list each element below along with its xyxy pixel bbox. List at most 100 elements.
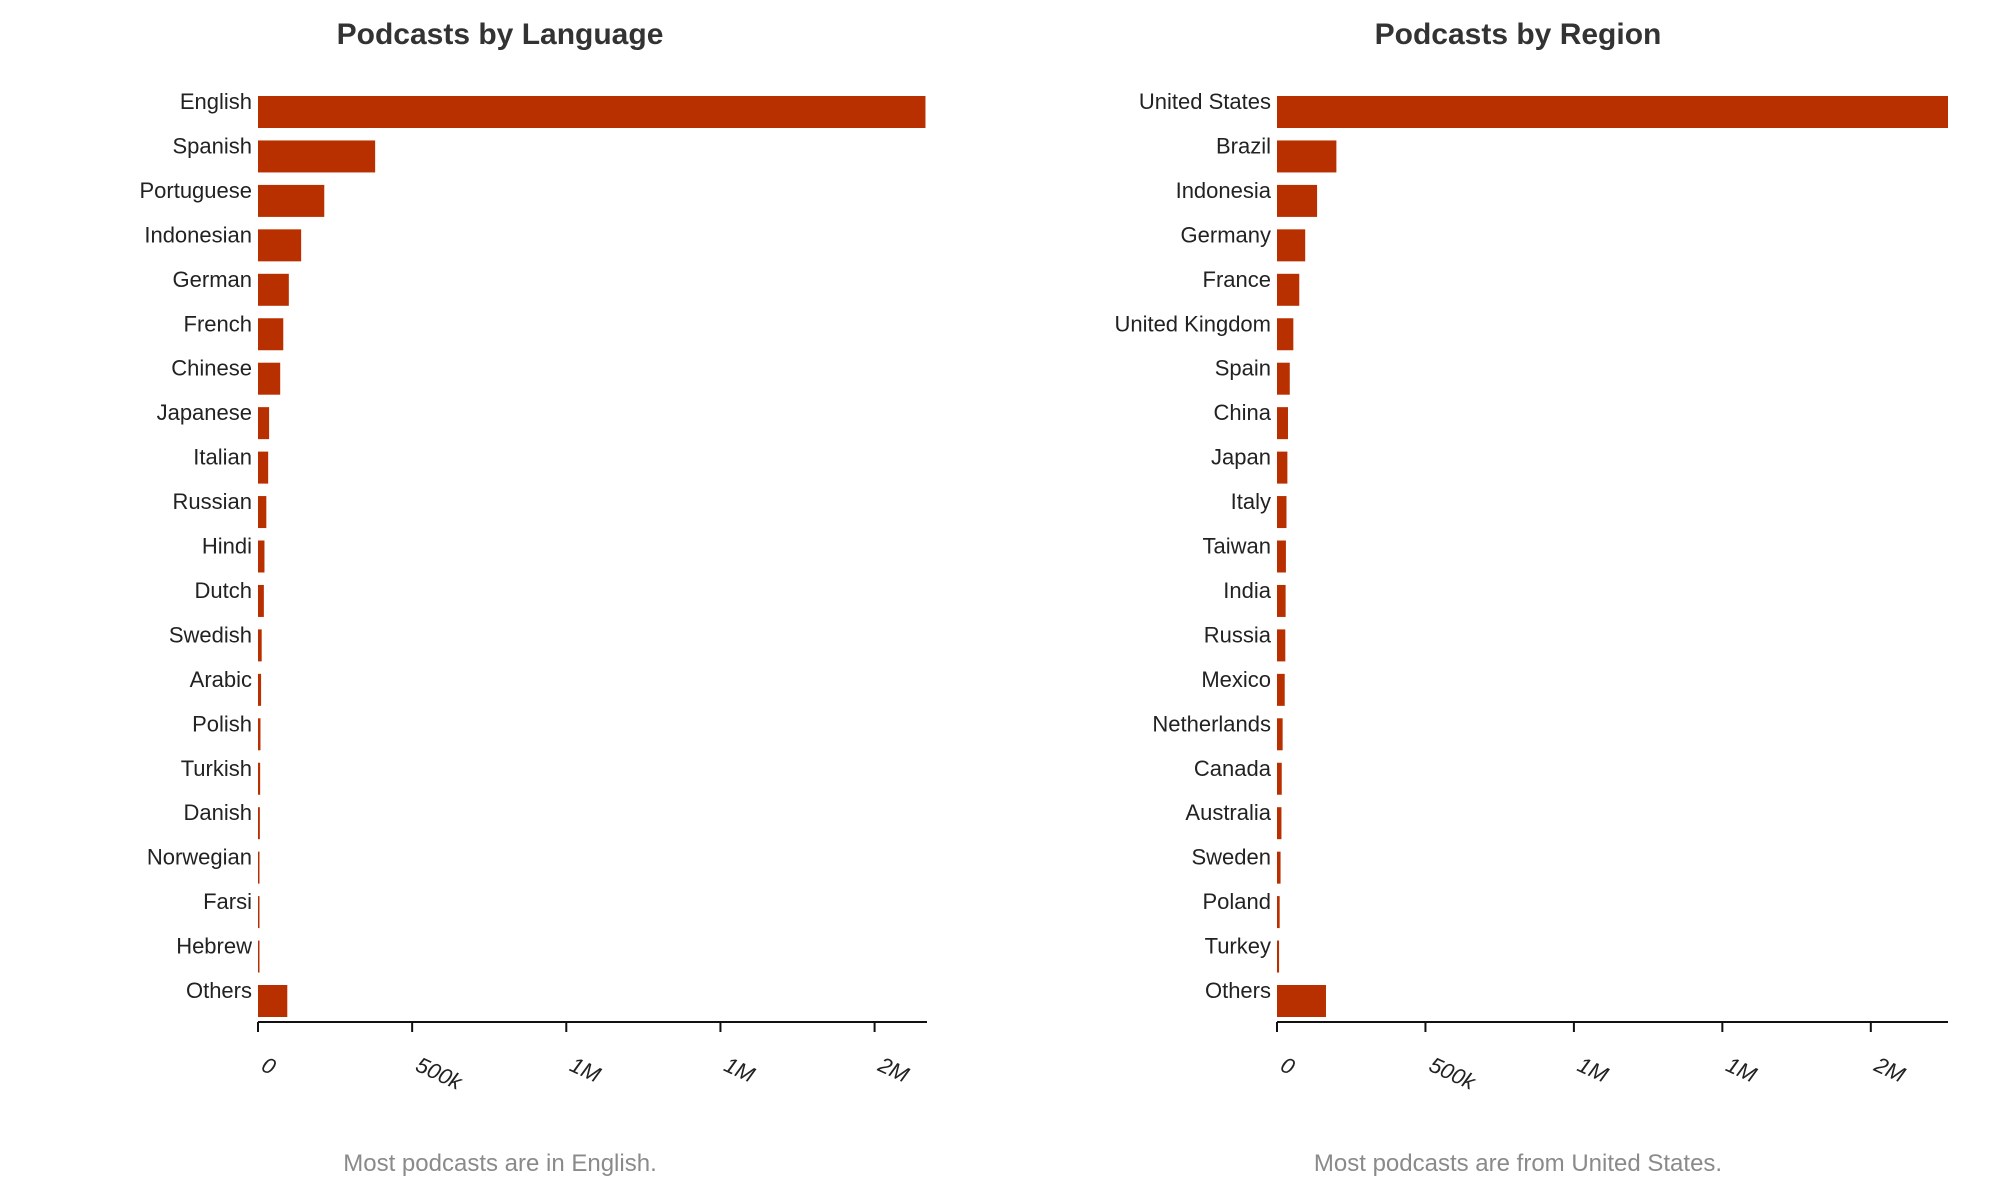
category-label: Swedish xyxy=(169,622,252,647)
bar-portuguese xyxy=(258,184,325,217)
category-label: Poland xyxy=(1202,889,1271,914)
category-label: Spain xyxy=(1215,356,1271,381)
category-label: India xyxy=(1223,578,1271,603)
category-label: Norwegian xyxy=(147,845,252,870)
bar-turkish xyxy=(258,762,261,795)
category-label: Japanese xyxy=(157,400,252,425)
category-label: Mexico xyxy=(1201,667,1271,692)
category-label: Australia xyxy=(1185,800,1271,825)
category-label: Taiwan xyxy=(1203,534,1271,559)
category-label: France xyxy=(1203,267,1271,292)
bar-others xyxy=(1277,985,1326,1017)
x-tick-label: 1M xyxy=(1722,1052,1761,1088)
x-ticks-group: 0 500k 1M 1M 2M xyxy=(257,1022,914,1095)
bar-united-states xyxy=(1277,96,1948,128)
category-label: Turkey xyxy=(1205,934,1271,959)
x-tick-label: 1M xyxy=(720,1052,759,1088)
bar-spanish xyxy=(258,140,376,173)
category-label: Chinese xyxy=(171,356,252,381)
bar-german xyxy=(258,273,289,306)
category-labels-group: English Spanish Portuguese Indonesian German… xyxy=(139,89,252,1003)
category-label: Hebrew xyxy=(176,934,252,959)
category-label: Spanish xyxy=(172,133,252,158)
bar-russian xyxy=(258,496,267,529)
category-label: German xyxy=(173,267,252,292)
bar-canada xyxy=(1277,762,1282,795)
bar-dutch xyxy=(258,584,264,617)
x-tick-label: 0 xyxy=(1277,1052,1299,1080)
category-label: Germany xyxy=(1181,222,1271,247)
bar-norwegian xyxy=(258,851,260,884)
category-label: Portuguese xyxy=(139,178,252,203)
bar-indonesia xyxy=(1277,184,1318,217)
bar-arabic xyxy=(258,673,262,706)
category-label: Indonesia xyxy=(1176,178,1272,203)
category-label: Polish xyxy=(192,711,252,736)
x-tick-label: 2M xyxy=(1870,1051,1910,1087)
chart-title: Podcasts by Region xyxy=(1375,18,1662,51)
bar-italy xyxy=(1277,496,1287,529)
x-ticks-group: 0 500k 1M 1M 2M xyxy=(1276,1022,1910,1095)
category-label: United States xyxy=(1139,89,1271,114)
category-label: Danish xyxy=(184,800,252,825)
language-chart: Podcasts by Language English Spanish Portu… xyxy=(139,18,927,1177)
x-tick-label: 0 xyxy=(258,1052,280,1080)
category-label: Brazil xyxy=(1216,133,1271,158)
bar-spain xyxy=(1277,362,1290,395)
bar-english xyxy=(258,96,926,128)
category-label: Dutch xyxy=(195,578,252,603)
bar-brazil xyxy=(1277,140,1337,173)
category-label: Russian xyxy=(173,489,252,514)
category-label: Others xyxy=(1205,978,1271,1003)
chart-caption: Most podcasts are from United States. xyxy=(1314,1150,1722,1177)
bar-france xyxy=(1277,273,1300,306)
category-label: Canada xyxy=(1194,756,1272,781)
category-label: United Kingdom xyxy=(1114,311,1271,336)
bar-poland xyxy=(1277,896,1280,929)
bar-japan xyxy=(1277,451,1288,484)
bar-sweden xyxy=(1277,851,1281,884)
bar-italian xyxy=(258,451,269,484)
bar-swedish xyxy=(258,629,262,662)
category-label: Arabic xyxy=(190,667,252,692)
category-label: Italian xyxy=(193,445,252,470)
category-label: Farsi xyxy=(203,889,252,914)
bar-others xyxy=(258,985,288,1017)
category-label: Italy xyxy=(1231,489,1271,514)
bar-farsi xyxy=(258,896,260,929)
x-tick-label: 500k xyxy=(412,1052,467,1095)
category-label: Others xyxy=(186,978,252,1003)
bar-australia xyxy=(1277,807,1282,840)
category-label: Hindi xyxy=(202,534,252,559)
bar-mexico xyxy=(1277,673,1285,706)
bar-germany xyxy=(1277,229,1306,262)
bar-united-kingdom xyxy=(1277,318,1294,351)
category-label: Netherlands xyxy=(1152,711,1271,736)
bar-hebrew xyxy=(258,940,260,973)
bar-chinese xyxy=(258,362,281,395)
bar-hindi xyxy=(258,540,265,573)
x-tick-label: 500k xyxy=(1425,1052,1480,1095)
x-tick-label: 1M xyxy=(1574,1052,1613,1088)
category-label: Sweden xyxy=(1191,845,1271,870)
category-label: French xyxy=(184,311,252,336)
x-tick-label: 1M xyxy=(566,1052,605,1088)
chart-caption: Most podcasts are in English. xyxy=(343,1150,657,1177)
category-label: Japan xyxy=(1211,445,1271,470)
bars-group xyxy=(258,96,926,1017)
category-label: China xyxy=(1214,400,1272,425)
bar-netherlands xyxy=(1277,718,1283,751)
bar-russia xyxy=(1277,629,1286,662)
category-label: Indonesian xyxy=(144,222,252,247)
bar-indonesian xyxy=(258,229,302,262)
bar-danish xyxy=(258,807,260,840)
bars-group xyxy=(1277,96,1948,1017)
bar-japanese xyxy=(258,407,270,440)
bar-turkey xyxy=(1277,940,1280,973)
x-tick-label: 2M xyxy=(874,1051,914,1087)
category-labels-group: United States Brazil Indonesia Germany Franc… xyxy=(1114,89,1271,1003)
bar-french xyxy=(258,318,284,351)
bar-india xyxy=(1277,584,1286,617)
